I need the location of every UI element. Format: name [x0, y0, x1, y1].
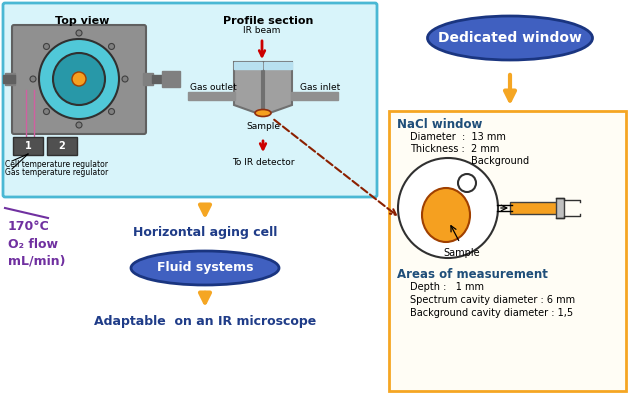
- Circle shape: [458, 174, 476, 192]
- Text: Areas of measurement: Areas of measurement: [397, 268, 548, 281]
- Text: Cell temperature regulator: Cell temperature regulator: [5, 160, 108, 169]
- Bar: [264, 62, 292, 69]
- Text: Sample: Sample: [444, 248, 480, 258]
- Text: Sample: Sample: [246, 122, 280, 131]
- Text: Profile section: Profile section: [223, 16, 313, 26]
- Circle shape: [108, 44, 115, 50]
- Text: 2: 2: [59, 141, 66, 151]
- FancyBboxPatch shape: [47, 137, 77, 155]
- FancyBboxPatch shape: [12, 25, 146, 134]
- Text: O₂ flow: O₂ flow: [8, 238, 58, 251]
- Bar: [152, 75, 164, 83]
- Text: Thickness :  2 mm: Thickness : 2 mm: [410, 144, 500, 154]
- Text: Background cavity diameter : 1,5: Background cavity diameter : 1,5: [410, 308, 573, 318]
- Ellipse shape: [428, 16, 592, 60]
- Text: Depth :   1 mm: Depth : 1 mm: [410, 282, 484, 292]
- Circle shape: [76, 122, 82, 128]
- Text: 1: 1: [25, 141, 32, 151]
- FancyBboxPatch shape: [13, 137, 43, 155]
- Text: Spectrum cavity diameter : 6 mm: Spectrum cavity diameter : 6 mm: [410, 295, 575, 305]
- Bar: [5, 73, 15, 85]
- Polygon shape: [264, 62, 292, 115]
- Text: Background: Background: [471, 156, 529, 166]
- Text: Dedicated window: Dedicated window: [438, 31, 582, 45]
- Circle shape: [30, 76, 36, 82]
- Text: Fluid systems: Fluid systems: [157, 262, 253, 274]
- Bar: [162, 71, 180, 87]
- Circle shape: [72, 72, 86, 86]
- Circle shape: [122, 76, 128, 82]
- Bar: [188, 92, 235, 100]
- Ellipse shape: [422, 188, 470, 242]
- Text: To IR detector: To IR detector: [232, 158, 294, 167]
- Text: Diameter  :  13 mm: Diameter : 13 mm: [410, 132, 506, 142]
- Polygon shape: [234, 62, 262, 115]
- Text: 170°C: 170°C: [8, 220, 50, 233]
- Text: IR beam: IR beam: [243, 26, 281, 35]
- Text: Top view: Top view: [55, 16, 109, 26]
- Bar: [510, 202, 558, 214]
- Bar: [3, 75, 15, 83]
- Text: Gas inlet: Gas inlet: [300, 82, 340, 92]
- Text: NaCl window: NaCl window: [397, 118, 483, 131]
- Text: mL/min): mL/min): [8, 254, 66, 267]
- FancyBboxPatch shape: [3, 3, 377, 197]
- Circle shape: [39, 39, 119, 119]
- Circle shape: [43, 44, 50, 50]
- Circle shape: [398, 158, 498, 258]
- Bar: [291, 92, 338, 100]
- Text: Horizontal aging cell: Horizontal aging cell: [133, 226, 277, 239]
- Ellipse shape: [131, 251, 279, 285]
- Circle shape: [76, 30, 82, 36]
- Circle shape: [43, 108, 50, 114]
- Bar: [556, 198, 564, 218]
- Text: Gas temperature regulator: Gas temperature regulator: [5, 168, 108, 177]
- FancyBboxPatch shape: [389, 111, 626, 391]
- Circle shape: [53, 53, 105, 105]
- Ellipse shape: [255, 110, 271, 116]
- Text: Adaptable  on an IR microscope: Adaptable on an IR microscope: [94, 315, 316, 328]
- Text: Gas outlet: Gas outlet: [190, 82, 236, 92]
- Bar: [143, 73, 153, 85]
- Circle shape: [108, 108, 115, 114]
- Bar: [234, 62, 262, 69]
